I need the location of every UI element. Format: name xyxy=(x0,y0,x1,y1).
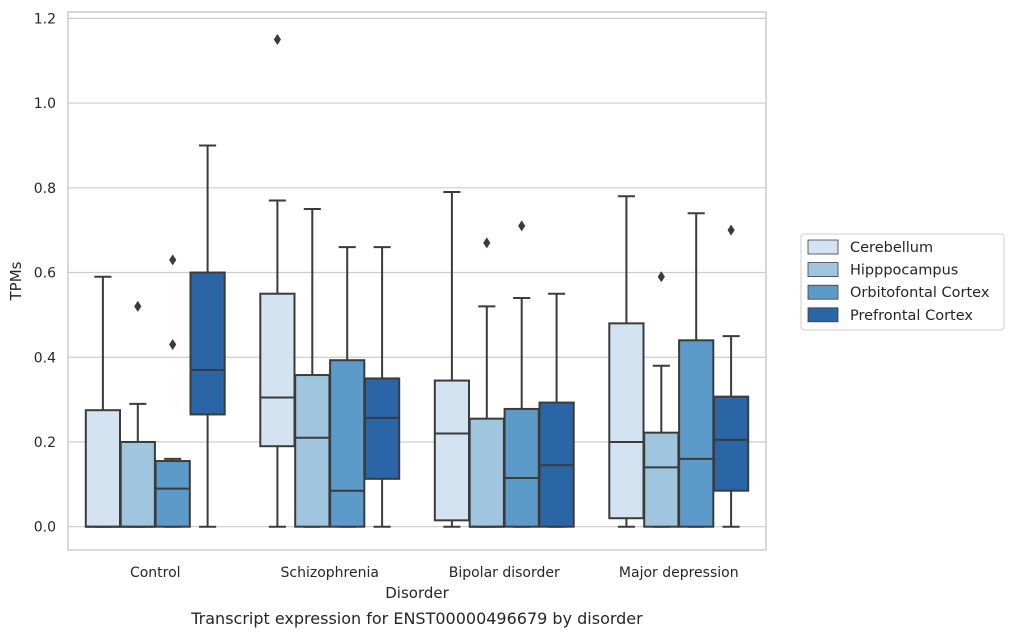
x-tick-label: Control xyxy=(130,565,181,581)
x-tick-labels: Control Schizophrenia Bipolar disorder Majo… xyxy=(130,565,739,581)
legend-item: Prefrontal Cortex xyxy=(807,307,973,324)
box-iqr xyxy=(294,374,331,528)
legend-item: Orbitofontal Cortex xyxy=(807,284,990,301)
box-iqr xyxy=(643,431,680,528)
box-iqr xyxy=(433,379,471,522)
legend-swatch xyxy=(807,262,839,278)
y-tick-label: 1.0 xyxy=(34,96,56,112)
box-iqr xyxy=(259,292,296,448)
box xyxy=(363,246,401,528)
box-iqr xyxy=(84,409,122,528)
legend-swatch xyxy=(807,239,839,255)
box xyxy=(678,212,715,528)
outlier-point xyxy=(483,237,491,249)
box-iqr xyxy=(363,377,401,480)
outlier-point xyxy=(273,34,281,46)
box xyxy=(503,220,540,528)
x-tick-label: Schizophrenia xyxy=(281,565,379,581)
outlier-point xyxy=(169,254,177,266)
outlier-point xyxy=(727,224,735,236)
y-tick-label: 0.0 xyxy=(34,520,56,536)
outlier-point xyxy=(134,300,142,312)
x-axis-label: Disorder xyxy=(385,584,449,602)
y-tick-label: 0.4 xyxy=(34,350,56,366)
legend: Cerebellum Hipppocampus Orbitofontal Corte… xyxy=(800,233,1005,331)
box xyxy=(712,224,750,528)
box xyxy=(259,34,296,528)
box-iqr xyxy=(468,417,505,528)
y-tick-labels: 0.0 0.2 0.4 0.6 0.8 1.0 1.2 xyxy=(34,11,56,535)
series-hipppocampus xyxy=(119,207,680,528)
legend-item: Hipppocampus xyxy=(807,262,958,279)
box xyxy=(608,195,645,528)
legend-item: Cerebellum xyxy=(807,239,933,256)
series-prefrontal-cortex xyxy=(189,144,750,528)
box xyxy=(84,275,122,528)
legend-label: Orbitofontal Cortex xyxy=(850,285,990,301)
box-series xyxy=(84,34,750,528)
box xyxy=(433,191,471,528)
x-tick-label: Major depression xyxy=(619,565,739,581)
outlier-point xyxy=(518,220,526,232)
box-iqr xyxy=(189,271,226,416)
y-tick-label: 0.2 xyxy=(34,435,56,451)
box xyxy=(538,292,575,528)
box-iqr xyxy=(678,339,715,528)
y-tick-label: 0.8 xyxy=(34,181,56,197)
legend-frame xyxy=(800,233,1005,331)
box-iqr xyxy=(712,395,750,492)
legend-label: Prefrontal Cortex xyxy=(850,308,973,324)
box-iqr xyxy=(503,407,540,528)
box-iqr xyxy=(608,322,645,520)
legend-label: Cerebellum xyxy=(850,240,933,256)
box xyxy=(189,144,226,528)
box xyxy=(154,254,191,528)
legend-swatch xyxy=(807,284,839,300)
x-tick-label: Bipolar disorder xyxy=(449,565,560,581)
box xyxy=(643,271,680,528)
box xyxy=(468,237,505,528)
y-tick-label: 0.6 xyxy=(34,266,56,282)
outlier-point xyxy=(657,271,665,283)
box xyxy=(119,300,156,528)
outlier-point xyxy=(169,339,177,351)
legend-swatch xyxy=(807,307,839,323)
box-iqr xyxy=(119,440,156,528)
y-tick-label: 1.2 xyxy=(34,11,56,27)
box-iqr xyxy=(154,460,191,528)
y-axis-label: TPMs xyxy=(7,261,25,301)
series-cerebellum xyxy=(84,34,645,528)
legend-label: Hipppocampus xyxy=(850,263,958,279)
chart-caption: Transcript expression for ENST0000049667… xyxy=(190,609,643,628)
box xyxy=(294,207,331,528)
series-orbitofontal-cortex xyxy=(154,212,715,528)
box-iqr xyxy=(329,359,366,528)
